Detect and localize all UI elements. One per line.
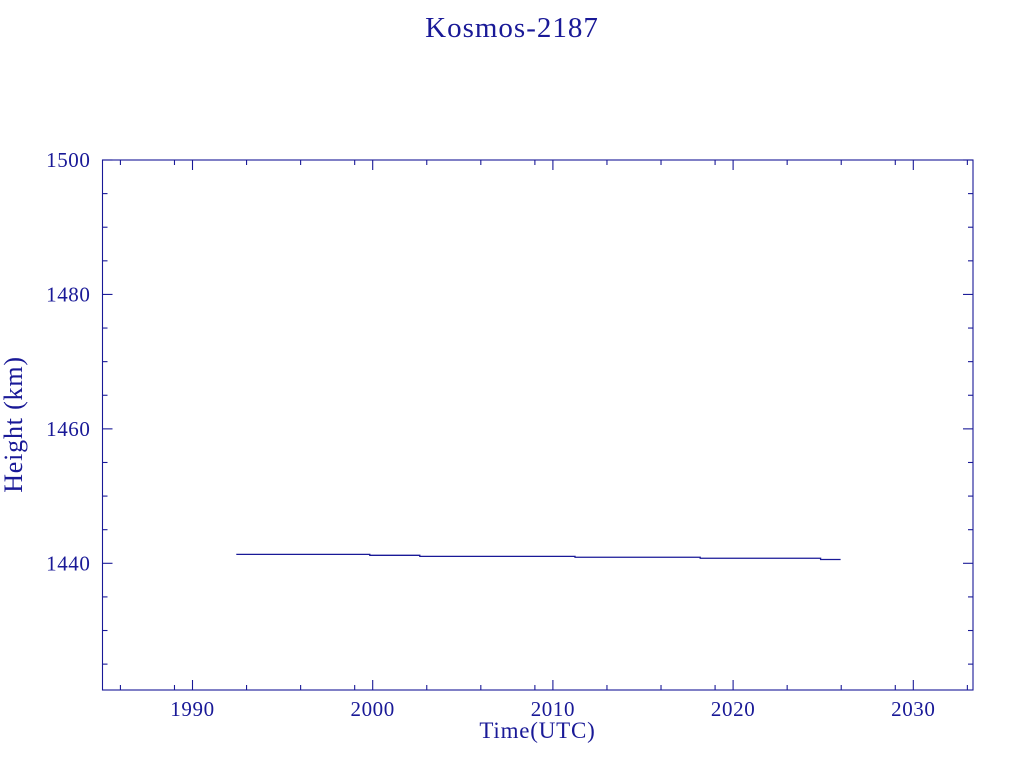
- svg-text:2020: 2020: [711, 697, 755, 721]
- svg-text:1460: 1460: [46, 417, 90, 441]
- svg-text:2030: 2030: [891, 697, 935, 721]
- svg-text:Time(UTC): Time(UTC): [479, 718, 595, 743]
- svg-text:1440: 1440: [46, 551, 90, 575]
- svg-text:Kosmos-2187: Kosmos-2187: [425, 12, 599, 44]
- svg-text:1480: 1480: [46, 282, 90, 306]
- svg-text:2000: 2000: [350, 697, 394, 721]
- svg-text:1500: 1500: [46, 148, 90, 172]
- svg-text:1990: 1990: [170, 697, 214, 721]
- svg-text:Height (km): Height (km): [0, 356, 28, 493]
